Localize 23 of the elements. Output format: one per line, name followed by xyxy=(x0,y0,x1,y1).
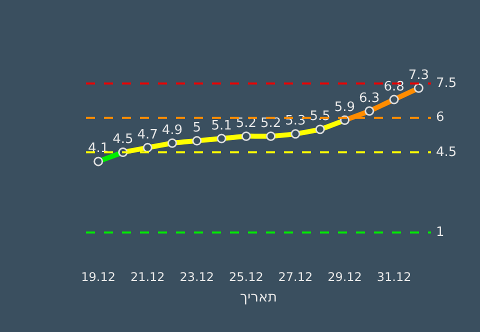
data-label: 5.1 xyxy=(211,118,232,134)
x-tick-label: 21.12 xyxy=(130,270,165,284)
data-label: 6.3 xyxy=(359,90,380,106)
x-tick-label: 23.12 xyxy=(180,270,214,284)
ref-line-label: 7.5 xyxy=(436,76,457,91)
ref-line-label: 6 xyxy=(436,110,444,125)
ref-line-label: 1 xyxy=(436,225,444,240)
data-label: 4.7 xyxy=(137,127,158,142)
x-tick-label: 25.12 xyxy=(229,270,264,284)
data-label: 7.3 xyxy=(408,68,430,83)
data-label: 5.5 xyxy=(310,109,330,124)
x-tick-label: 31.12 xyxy=(376,270,412,284)
x-tick-label: 27.12 xyxy=(278,270,313,284)
x-tick-label: 19.12 xyxy=(81,270,116,284)
data-label: 4.5 xyxy=(112,132,134,148)
data-label: 4.9 xyxy=(162,122,183,138)
data-label: 5.2 xyxy=(260,116,282,131)
ref-line-label: 4.5 xyxy=(436,145,457,160)
x-tick-label: 29.12 xyxy=(328,270,362,284)
data-label: 5.9 xyxy=(334,100,356,115)
x-axis-title: תאריך xyxy=(240,289,278,306)
data-label: 5 xyxy=(192,120,202,136)
data-label: 6.8 xyxy=(384,79,404,94)
